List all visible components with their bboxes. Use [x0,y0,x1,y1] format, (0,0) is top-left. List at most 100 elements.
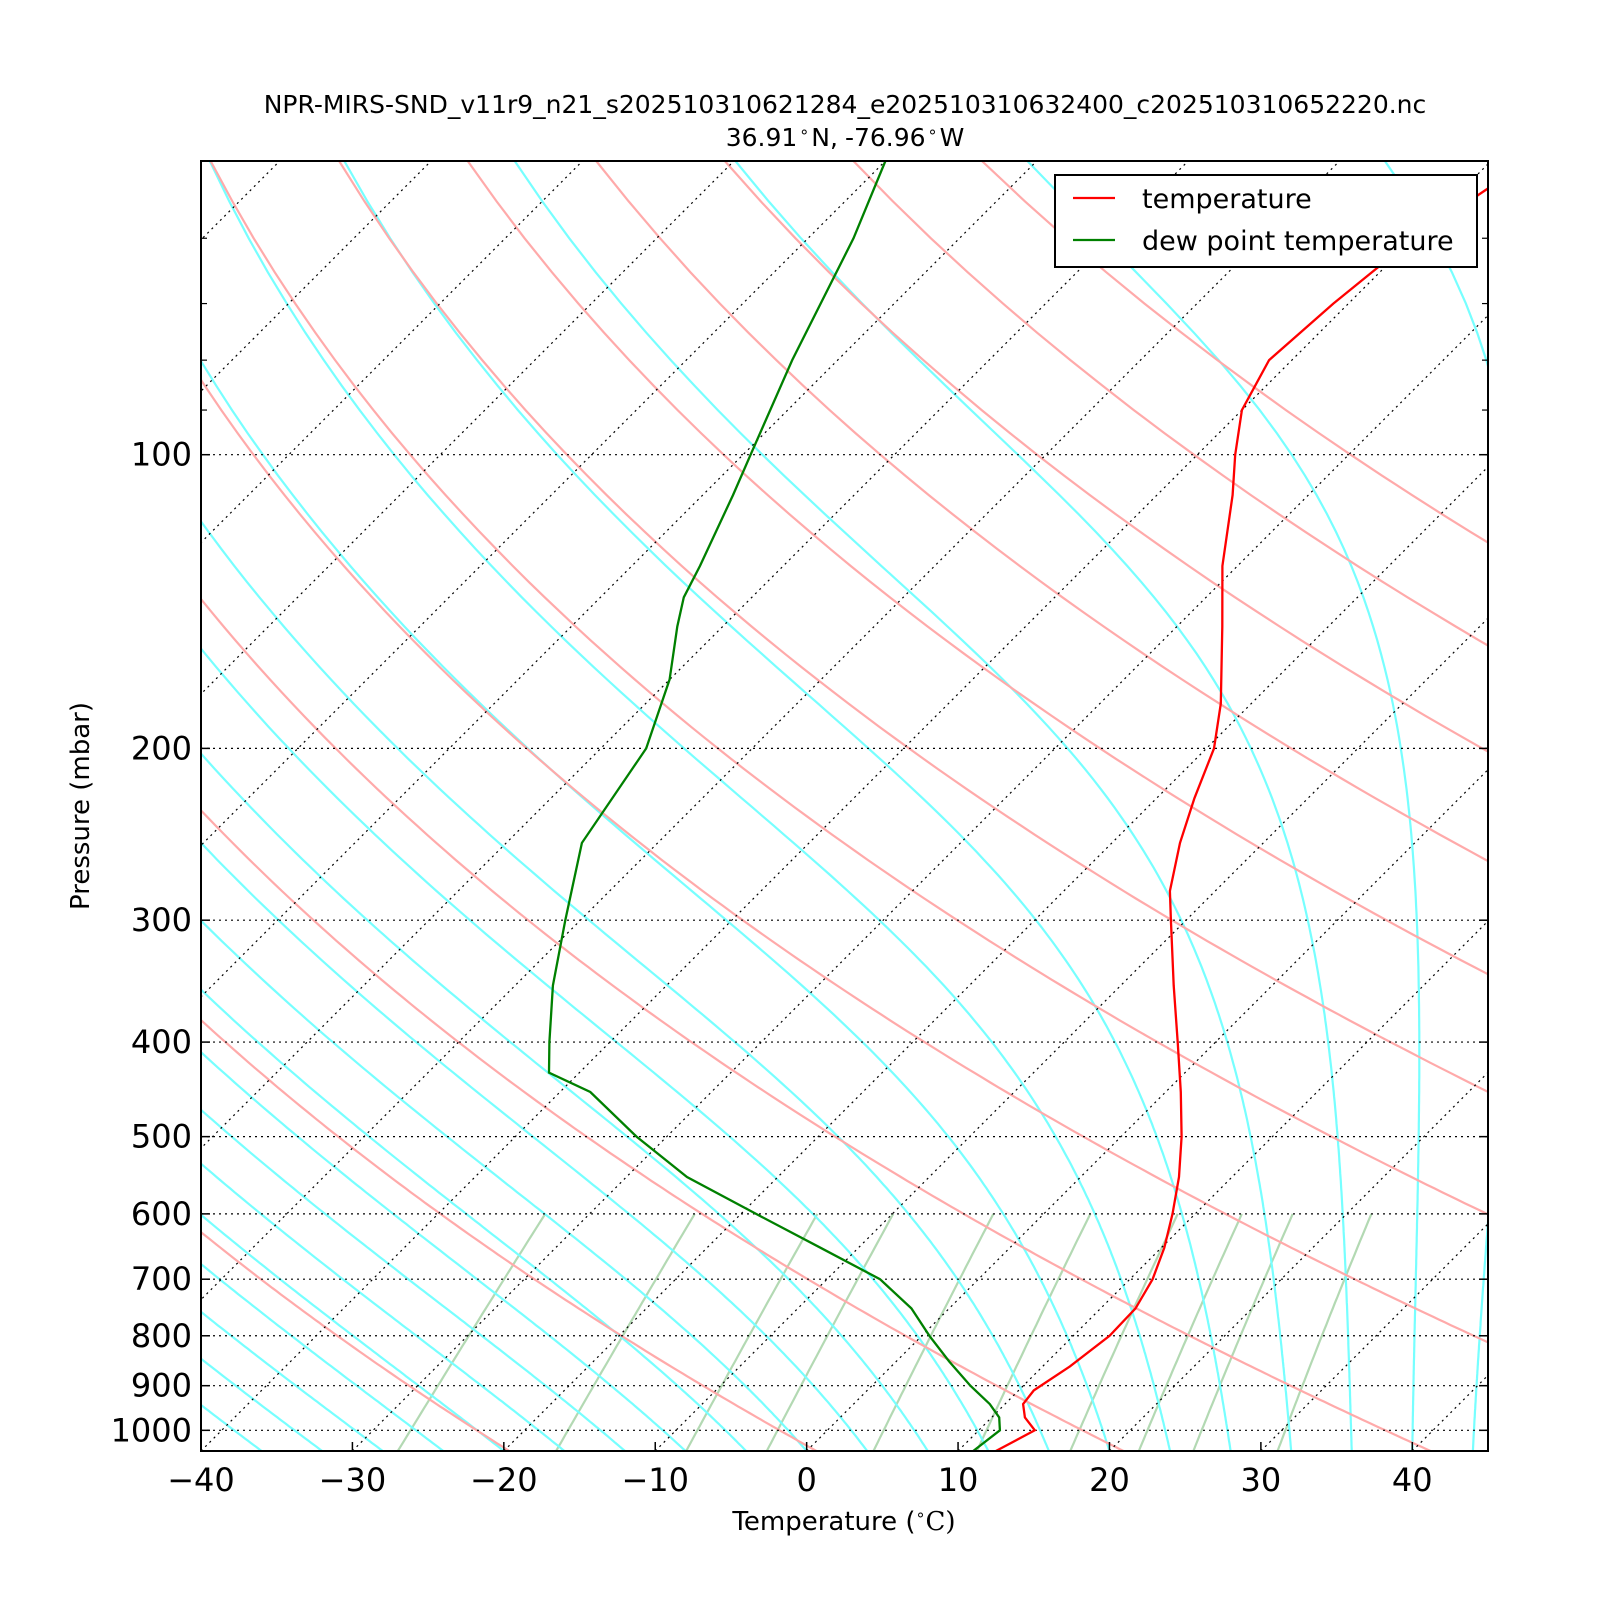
moist-adiabat-line [1026,161,1421,1451]
isotherm-gridline [0,161,128,1451]
mixing-ratio-line [396,1213,547,1451]
plot-area [0,161,1600,1451]
isotherm-gridline [201,161,1189,1150]
x-tick-label: −40 [167,1461,235,1499]
isotherm-gridline [351,314,1488,1451]
plot-frame [200,160,1489,1452]
moist-adiabat-line [201,1050,687,1451]
moist-adiabat-line [1383,161,1488,1451]
dry-adiabats [201,161,1488,1451]
y-tick-label: 800 [131,1317,192,1355]
isotherm-gridline [201,161,886,847]
moist-adiabat-line [201,1262,444,1451]
legend: temperature dew point temperature [1054,174,1478,268]
x-tick-label: −30 [319,1461,387,1499]
subtitle-lon-unit: W [940,123,965,152]
mixing-ratio-line [685,1213,819,1451]
y-tick-label: 1000 [111,1411,192,1449]
moist-adiabat-line [734,161,1353,1451]
dry-adiabat-line [201,597,1432,1451]
y-tick-label: 700 [131,1260,192,1298]
y-axis-label: Pressure (mbar) [66,702,96,910]
x-axis-label-unit: C) [926,1507,956,1537]
dry-adiabat-line [201,377,1488,1344]
isotherm-gridline [1109,1071,1488,1451]
x-tick-label: 40 [1392,1461,1433,1499]
y-tick-label: 100 [131,436,192,474]
degree-symbol: ∘ [799,122,809,141]
moist-adiabat-line [201,1310,384,1451]
dry-adiabat-line [723,161,1488,753]
mixing-ratio-line [975,1213,1092,1451]
moist-adiabat-line [201,519,1050,1451]
isotherm-gridline [201,161,432,392]
isotherm-gridline [1564,161,1600,1451]
moist-adiabat-line [201,752,929,1451]
y-tick-label: 600 [131,1195,192,1233]
mixing-ratio-line [872,1213,995,1451]
isotherm-gridline [654,617,1488,1451]
temperature-line [995,187,1488,1451]
x-tick-label: −20 [470,1461,538,1499]
mixing-ratio-lines [396,1213,1373,1451]
mixing-ratio-line [1137,1213,1243,1451]
moist-adiabat-line [201,1357,323,1451]
subtitle-lat: 36.91 [726,123,798,152]
x-axis-label-prefix: Temperature ( [731,1507,915,1537]
mixing-ratio-line [1276,1213,1373,1451]
moist-adiabat-line [201,1108,626,1451]
subtitle-lat-unit: N, [811,123,838,152]
axis-ticks: −40 −30 −20 −10 0 10 20 30 40 100 200 300 400 500 600 7… [111,160,1488,1499]
isotherm-gridline [957,920,1488,1451]
x-tick-label: 0 [796,1461,816,1499]
moist-adiabat-line [201,1403,263,1451]
degree-symbol: ∘ [928,122,938,141]
legend-label-temperature: temperature [1142,184,1312,215]
moist-adiabat-line [513,161,1293,1451]
dry-adiabat-line [201,1018,817,1451]
moist-adiabat-line [343,161,1232,1451]
moist-adiabats [201,161,1488,1451]
sounding-series [547,161,1488,1451]
dry-adiabat-line [595,161,1488,863]
grid-lines [0,161,1600,1451]
legend-box [1054,174,1478,268]
x-tick-label: 10 [938,1461,979,1499]
mixing-ratio-line [1069,1213,1179,1451]
dry-adiabat-line [201,808,1124,1451]
isotherm-gridline [1411,1374,1488,1451]
x-tick-label: −10 [621,1461,689,1499]
y-tick-label: 500 [131,1118,192,1156]
dewpoint-line [547,161,1002,1451]
x-tick-label: 30 [1241,1461,1282,1499]
dry-adiabat-line [338,161,1488,1094]
y-tick-label: 400 [131,1023,192,1061]
isotherm-gridline [201,161,1038,998]
isotherm-gridline [503,465,1488,1451]
x-tick-label: 20 [1089,1461,1130,1499]
mixing-ratio-line [555,1213,696,1451]
legend-label-dewpoint: dew point temperature [1142,226,1454,257]
moist-adiabat-line [201,1162,566,1451]
degree-symbol: ∘ [916,1505,926,1524]
moist-adiabat-line [208,161,1172,1451]
dry-adiabat-line [466,161,1488,976]
isotherm-gridline [806,768,1488,1451]
y-tick-label: 900 [131,1367,192,1405]
isotherm-gridline [201,161,281,241]
dry-adiabat-line [209,161,1488,1216]
y-tick-label: 300 [131,901,192,939]
moist-adiabat-line [201,988,747,1451]
isotherm-gridline [201,161,1341,1301]
dry-adiabat-line [981,161,1488,544]
dry-adiabat-line [201,1230,510,1451]
moist-adiabat-line [201,919,808,1451]
x-axis-label: Temperature (∘C) [731,1505,955,1537]
mixing-ratio-line [1192,1213,1294,1451]
isotherm-gridline [201,163,1488,1451]
subtitle-lon: -76.96 [845,123,926,152]
moist-adiabat-line [201,646,990,1451]
chart-subtitle: 36.91 ∘N, -76.96 ∘W [726,122,965,152]
